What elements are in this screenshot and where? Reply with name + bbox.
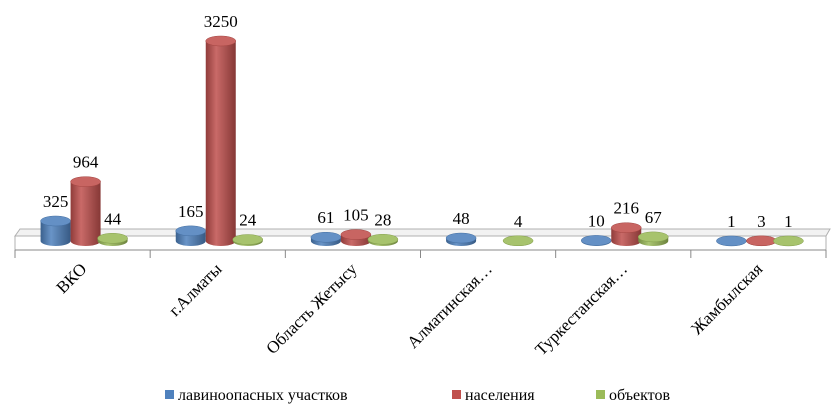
bar-body [70,181,101,246]
bar-top [70,176,101,187]
data-label: 28 [374,210,391,229]
bar-top [445,232,477,244]
chart-floor [14,228,831,258]
data-label: 24 [239,211,257,230]
data-label: 67 [645,208,663,227]
data-label: 1 [727,212,736,231]
chart-bars [40,35,804,247]
bar-body [40,221,71,247]
bar [716,235,747,247]
bar-top [746,235,777,247]
data-label: 44 [104,209,122,228]
data-label: 48 [453,209,470,228]
category-label: Жамбылская [687,259,766,338]
data-label: 325 [43,192,69,211]
bar-top [97,233,128,244]
legend-swatch [452,390,461,399]
bar [638,231,669,246]
bar [340,229,372,246]
bar-top [40,215,71,227]
data-label: 216 [614,199,640,218]
bar-top [716,235,747,247]
category-label: Область Жетысу [262,259,361,358]
legend: лавиноопасных участков населения объектов [165,387,670,404]
bar [97,233,128,246]
bar-top [310,231,342,243]
legend-item: населения [452,387,535,404]
legend-label: населения [465,387,535,404]
legend-swatch [596,390,605,399]
category-labels: ВКО г.Алматы Область Жетысу Алматинская… Тур… [53,259,767,359]
data-label: 3250 [204,12,238,31]
data-label: 3 [757,212,766,231]
floor-top [14,228,831,237]
bar-body [205,41,236,246]
data-label: 165 [178,202,204,221]
bar-top [773,235,804,247]
bar [205,35,236,246]
bar [581,235,612,246]
bar [502,235,534,247]
category-label: г.Алматы [165,259,226,320]
bar-top [175,225,206,237]
bar [611,222,642,246]
bar [310,231,342,246]
bar [773,235,804,247]
data-label: 105 [343,206,369,225]
data-label: 10 [588,211,605,230]
category-label: ВКО [53,259,91,297]
bar-top [502,235,534,247]
bar-top [205,35,236,47]
bar [175,225,206,246]
legend-label: лавиноопасных участков [178,387,348,404]
legend-item: лавиноопасных участков [165,387,348,404]
bar [445,232,477,246]
data-label: 964 [73,153,99,172]
category-label: Туркестанская… [531,259,631,359]
bar-top [232,234,263,245]
bar-top [611,222,642,233]
bar-top [638,231,669,243]
bar [232,234,263,246]
bar-top [340,229,372,240]
data-label: 1 [784,212,793,231]
floor-front [14,235,827,251]
bar [746,235,777,247]
data-label: 4 [514,212,523,231]
bar-top [367,234,399,245]
legend-swatch [165,390,174,399]
bar [70,176,101,246]
legend-label: объектов [609,387,670,404]
bar [40,215,71,247]
bar-top [581,235,612,246]
data-label: 61 [317,208,334,227]
bar [367,234,399,246]
category-label: Алматинская… [403,259,496,352]
legend-item: объектов [596,387,670,404]
